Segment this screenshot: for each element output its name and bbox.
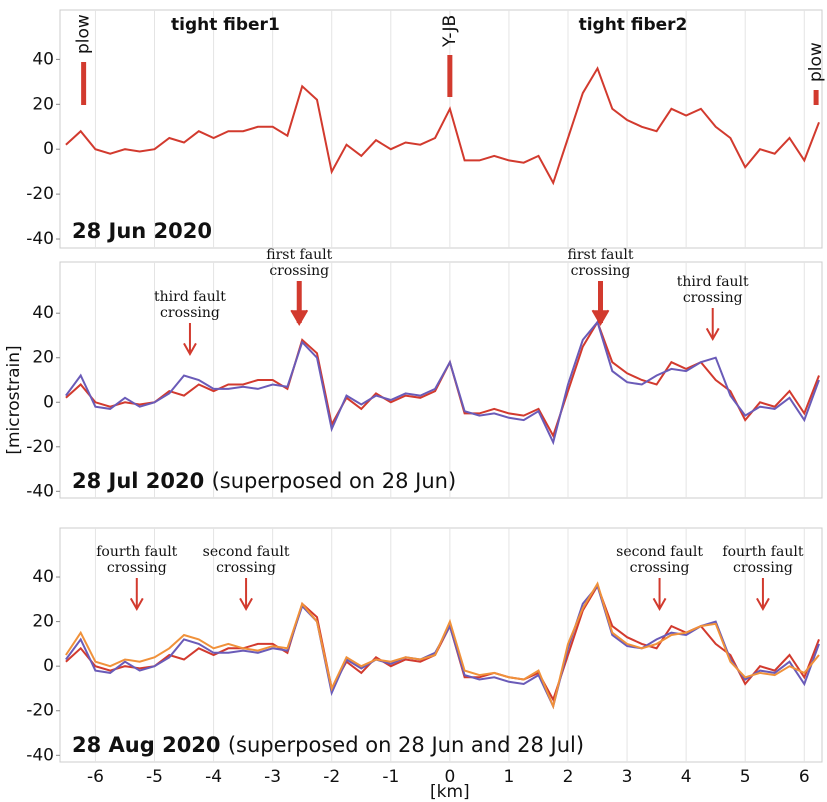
note: (superposed on 28 Jun) [212,469,457,493]
annotation-line: fourth fault [722,544,803,560]
annotation-line: crossing [733,560,793,576]
y-tick-label: 40 [32,567,54,587]
y-tick-label: 20 [32,348,54,368]
x-tick-label: 3 [622,767,633,787]
x-tick-label: -5 [146,767,163,787]
panel-date: 28 Aug 2020 (superposed on 28 Jun and 28… [72,733,584,757]
y-tick-label: -20 [26,184,54,204]
annotation-line: first fault [266,247,332,263]
arrow-head [652,597,667,612]
y-tick-label: 20 [32,94,54,114]
arrow-head [129,597,144,612]
fiber-title: tight fiber1 [171,15,280,35]
annotation-line: third fault [154,289,226,305]
marker-label: plow [74,14,94,54]
panel-frame [59,527,823,763]
panel-frame [59,9,823,249]
y-tick-label: -20 [26,437,54,457]
arrow-head [705,327,720,342]
x-tick-label: 5 [740,767,751,787]
series-line [65,320,820,446]
y-tick-label: 40 [32,49,54,69]
arrow-head [239,597,253,612]
x-tick-label: -2 [323,767,340,787]
arrow-head [756,597,770,612]
x-tick-label: 1 [504,767,515,787]
x-tick-label: 2 [563,767,574,787]
annotation-line: second fault [616,544,703,560]
y-tick-label: -40 [26,745,54,765]
panel-frame [59,261,823,499]
x-tick-label: 0 [444,767,455,787]
series-line [65,319,820,439]
arrow-head [290,309,309,326]
panel-date: 28 Jul 2020 (superposed on 28 Jun) [72,469,456,493]
annotation-line: crossing [683,290,743,306]
y-tick-label: 0 [43,656,54,676]
series-line [65,66,820,186]
annotation-line: crossing [216,560,276,576]
marker-label: plow [806,42,826,82]
y-tick-label: -40 [26,229,54,249]
x-axis-label: [km] [430,782,470,802]
annotation-line: crossing [107,560,167,576]
annotation-line: crossing [160,305,220,321]
annotation-line: fourth fault [96,544,177,560]
date: 28 Jun 2020 [72,219,212,243]
series-line [65,583,820,703]
marker-label: Y-JB [440,15,460,48]
annotation: first fault crossing [568,247,634,279]
y-tick-label: -40 [26,481,54,501]
arrow-head [183,342,197,357]
y-tick-label: 20 [32,612,54,632]
annotation-line: first fault [568,247,634,263]
x-tick-label: -4 [205,767,222,787]
annotation: fourth fault crossing [96,544,177,576]
x-tick-label: -6 [87,767,104,787]
arrow-head [591,309,610,326]
annotation-line: second fault [203,544,290,560]
date: 28 Jul 2020 [72,469,204,493]
y-tick-label: 0 [43,392,54,412]
x-tick-label: 6 [799,767,810,787]
annotation: second fault crossing [203,544,290,576]
panel-date: 28 Jun 2020 [72,219,212,243]
fiber-title: tight fiber2 [579,15,688,35]
note: (superposed on 28 Jun and 28 Jul) [228,733,584,757]
annotation: third fault crossing [154,289,226,321]
series-line [65,583,820,710]
x-tick-label: 4 [681,767,692,787]
date: 28 Aug 2020 [72,733,221,757]
y-tick-label: 40 [32,303,54,323]
annotation: fourth fault crossing [722,544,803,576]
y-tick-label: 0 [43,139,54,159]
annotation-line: crossing [269,263,329,279]
y-axis-label: [microstrain] [4,345,24,454]
annotation: second fault crossing [616,544,703,576]
annotation-line: crossing [571,263,631,279]
annotation-line: third fault [677,274,749,290]
series-line [65,581,820,710]
annotation: first fault crossing [266,247,332,279]
annotation: third fault crossing [677,274,749,306]
annotation-line: crossing [630,560,690,576]
y-tick-label: -20 [26,701,54,721]
x-tick-label: -1 [382,767,399,787]
x-tick-label: -3 [264,767,281,787]
